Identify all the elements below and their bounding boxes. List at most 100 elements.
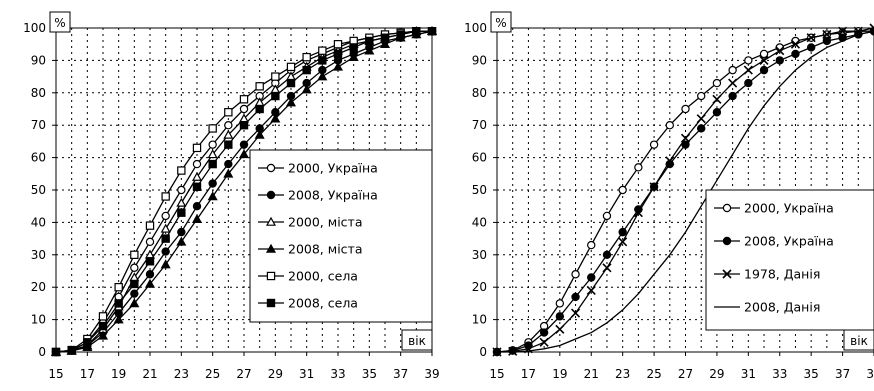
data-point	[602, 211, 612, 221]
x-tick-label: 29	[709, 367, 724, 381]
x-tick-label: 23	[174, 367, 189, 381]
data-point	[224, 108, 233, 117]
unit-label-box: %	[490, 11, 512, 33]
data-point	[602, 250, 612, 259]
x-tick-label: 19	[552, 367, 567, 381]
series-4	[497, 30, 874, 353]
x-tick-label: 35	[804, 367, 819, 381]
data-point	[67, 346, 76, 355]
x-tick-label: 33	[330, 367, 345, 381]
data-point	[177, 166, 186, 175]
data-point	[348, 51, 359, 61]
data-point	[427, 27, 437, 36]
y-tick-label: 20	[31, 280, 46, 294]
data-point	[239, 95, 249, 104]
y-tick-label: 30	[31, 248, 46, 262]
legend-frame	[249, 149, 433, 323]
data-point	[759, 65, 769, 75]
data-point	[333, 49, 343, 59]
data-point	[744, 56, 753, 65]
series-3	[492, 23, 874, 357]
data-point	[539, 328, 549, 337]
x-tick-label: 39	[866, 367, 874, 381]
data-point	[633, 208, 643, 218]
legend-marker	[722, 269, 732, 279]
data-point	[207, 149, 218, 159]
data-point	[302, 52, 311, 62]
data-point	[98, 321, 108, 331]
x-tick-label: 39	[424, 367, 439, 381]
data-point	[239, 120, 249, 130]
unit-label-box: %	[49, 11, 71, 33]
data-point	[697, 91, 706, 101]
data-point	[587, 240, 596, 250]
legend-marker	[265, 243, 277, 253]
y-tick-label: 60	[31, 151, 46, 165]
y-tick-label: 100	[23, 21, 46, 35]
data-point	[286, 78, 296, 88]
data-point	[238, 149, 250, 159]
data-point	[618, 185, 627, 195]
data-point	[98, 312, 108, 321]
x-tick-label: 37	[835, 367, 850, 381]
data-point	[665, 156, 675, 166]
y-tick-label: 90	[472, 53, 487, 67]
data-point	[696, 114, 706, 124]
y-tick-label: 100	[464, 21, 487, 35]
data-point	[191, 171, 203, 181]
data-point	[301, 84, 312, 94]
data-point	[380, 33, 390, 42]
data-point	[364, 45, 375, 55]
data-point	[618, 227, 627, 237]
data-point	[775, 56, 784, 65]
x-tick-label: 15	[489, 367, 504, 381]
y-tick-label: 60	[472, 151, 487, 165]
data-point	[286, 62, 296, 72]
data-point	[396, 30, 405, 39]
legend-marker	[266, 298, 276, 308]
x-tick-label: 25	[205, 367, 220, 381]
data-point	[869, 23, 874, 33]
data-point	[177, 185, 186, 195]
legend-marker	[266, 271, 276, 281]
y-tick-label: 20	[472, 280, 487, 294]
data-point	[571, 270, 580, 279]
y-tick-label: 10	[472, 313, 487, 327]
y-tick-label: 0	[38, 345, 46, 359]
data-point	[145, 237, 155, 247]
legend-item: 2000, міста	[258, 215, 362, 230]
data-point	[302, 65, 311, 75]
data-point	[665, 120, 674, 130]
data-point	[113, 314, 124, 324]
data-point	[192, 143, 202, 153]
data-point	[51, 347, 61, 357]
legend-marker	[722, 203, 732, 213]
data-point	[728, 78, 738, 88]
data-point	[145, 270, 155, 279]
data-point	[759, 55, 769, 65]
x-axis-label-frame	[401, 329, 433, 351]
data-point	[130, 289, 139, 298]
x-tick-label: 25	[646, 367, 661, 381]
x-tick-label: 27	[236, 367, 251, 381]
x-tick-label: 37	[393, 367, 408, 381]
data-point	[775, 46, 785, 56]
data-point	[82, 341, 93, 351]
data-point	[208, 124, 217, 133]
legend-label: 2008, Україна	[288, 188, 378, 203]
data-point	[271, 91, 280, 101]
y-tick-label: 70	[31, 118, 46, 132]
legend-label: 2008, Данія	[744, 300, 820, 315]
data-point	[555, 312, 565, 321]
data-point	[192, 182, 202, 191]
data-point	[176, 197, 187, 207]
unit-label: %	[495, 16, 506, 30]
data-point	[759, 49, 769, 59]
data-point	[160, 223, 171, 233]
data-point	[191, 213, 203, 223]
data-point	[114, 283, 123, 292]
data-point	[192, 201, 202, 211]
data-point	[255, 104, 264, 114]
